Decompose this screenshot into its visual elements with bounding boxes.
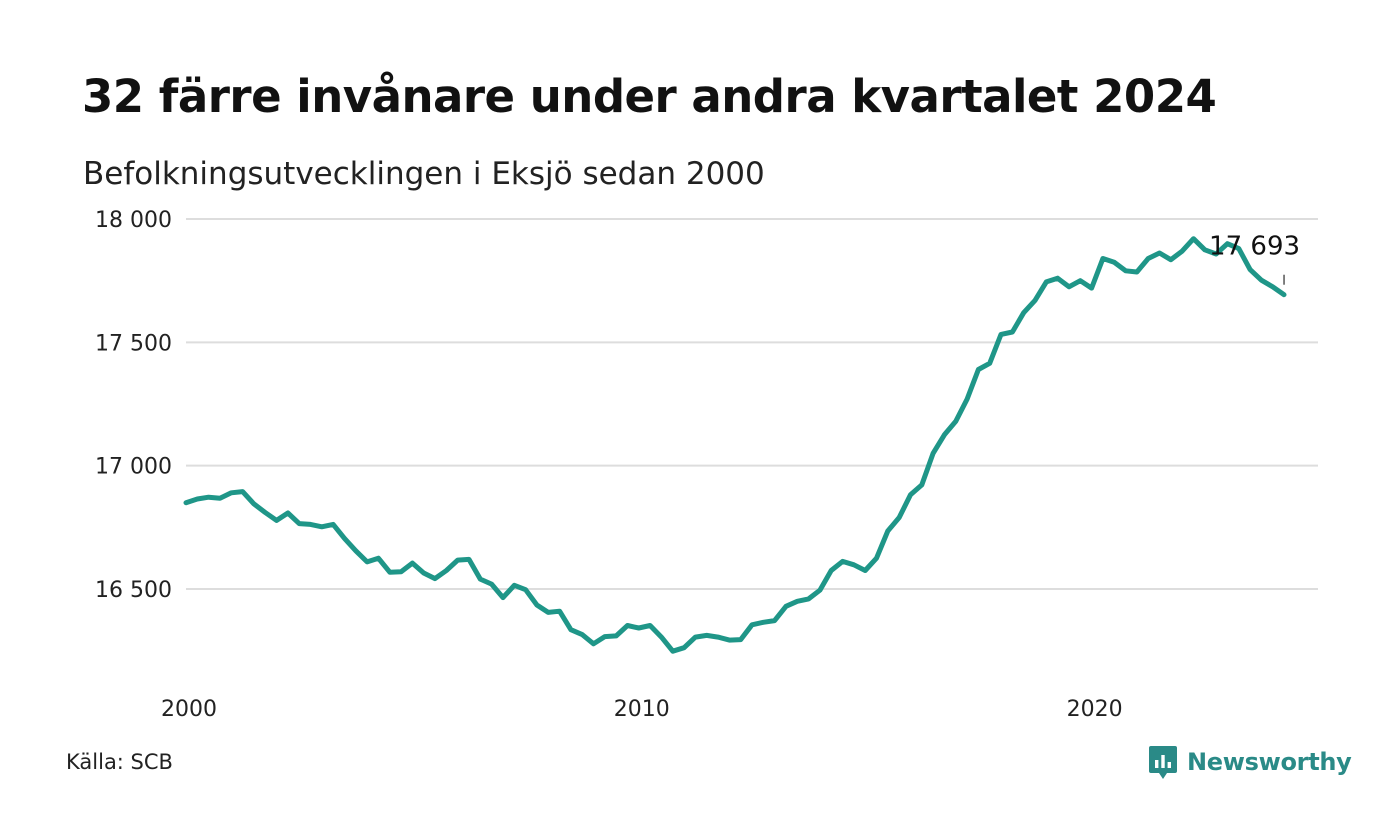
grid-lines <box>186 218 1318 590</box>
source-credit: Källa: SCB <box>66 750 173 774</box>
y-tick-label: 17 500 <box>95 331 172 356</box>
y-tick-label: 18 000 <box>95 208 172 233</box>
annotation-layer: 17 693 <box>1209 232 1300 285</box>
brand-logo[interactable]: Newsworthy <box>1148 743 1352 781</box>
brand-name: Newsworthy <box>1187 748 1352 776</box>
last-value-annotation: 17 693 <box>1209 232 1300 262</box>
series-layer <box>183 236 1287 654</box>
chart-subtitle: Befolkningsutvecklingen i Eksjö sedan 20… <box>83 156 765 192</box>
y-tick-label: 17 000 <box>95 455 172 480</box>
y-axis-tick-labels: 16 500 17 000 17 500 18 000 <box>95 208 172 603</box>
chart-title: 32 färre invånare under andra kvartalet … <box>82 70 1217 123</box>
series-line-0 <box>183 236 1287 654</box>
y-tick-label: 16 500 <box>95 578 172 603</box>
x-tick-label: 2020 <box>1067 697 1123 722</box>
x-tick-label: 2010 <box>614 697 670 722</box>
x-tick-label: 2000 <box>161 697 217 722</box>
x-axis-tick-labels: 2000 2010 2020 <box>161 697 1123 722</box>
newsworthy-logo-icon <box>1149 746 1177 779</box>
